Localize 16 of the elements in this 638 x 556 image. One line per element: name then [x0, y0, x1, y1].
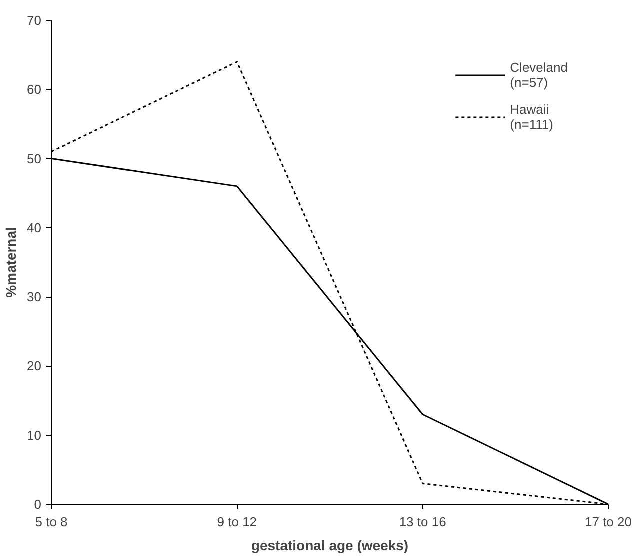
y-tick-label: 40	[27, 220, 42, 236]
x-axis-title: gestational age (weeks)	[251, 538, 409, 554]
y-tick-label: 70	[27, 13, 42, 28]
x-tick-label: 13 to 16	[399, 514, 446, 530]
x-tick-label: 17 to 20	[585, 514, 632, 530]
y-axis-title: %maternal	[3, 227, 20, 298]
y-tick-label: 10	[27, 428, 42, 443]
y-tick-label: 30	[27, 290, 42, 305]
x-tick-label: 9 to 12	[217, 514, 258, 530]
y-tick-label: 60	[27, 82, 42, 98]
y-tick-label: 0	[34, 497, 42, 512]
y-tick-label: 50	[27, 151, 42, 166]
x-tick-label: 5 to 8	[35, 514, 68, 530]
y-tick-label: 20	[27, 358, 42, 374]
legend-label: Cleveland (n=57)	[510, 60, 568, 90]
legend-label: Hawaii (n=111)	[510, 102, 554, 132]
